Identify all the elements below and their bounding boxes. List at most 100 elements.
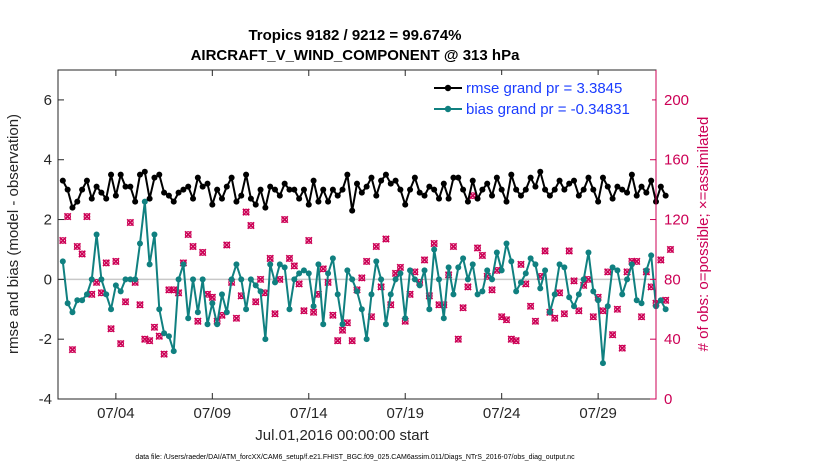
bias-point	[175, 276, 182, 283]
bias-point	[286, 306, 293, 313]
bias-point	[185, 315, 192, 322]
obs-possible-point	[271, 310, 279, 318]
bias-point	[291, 276, 298, 283]
obs-possible-point	[459, 304, 467, 312]
obs-assimilated-point	[613, 305, 622, 314]
rmse-point	[310, 177, 317, 184]
bias-point	[435, 276, 442, 283]
bias-point	[199, 276, 206, 283]
bias-point	[79, 297, 86, 304]
legend-rmse-label: rmse grand pr = 3.3845	[466, 80, 622, 97]
bias-point	[585, 249, 592, 256]
obs-possible-point	[319, 265, 327, 273]
obs-possible-point	[290, 262, 298, 270]
bias-point	[83, 291, 90, 298]
rmse-point	[257, 186, 264, 193]
rmse-point	[537, 168, 544, 175]
rmse-point	[122, 183, 129, 190]
rmse-point	[513, 186, 520, 193]
obs-possible-point	[387, 301, 395, 309]
obs-possible-point	[667, 246, 674, 253]
rmse-point	[551, 186, 558, 193]
rmse-point	[83, 177, 90, 184]
rmse-point	[136, 171, 143, 178]
rmse-point	[199, 183, 206, 190]
obs-assimilated-point	[560, 309, 569, 318]
rmse-point	[238, 192, 245, 199]
rmse-point	[334, 192, 341, 199]
rmse-point	[464, 198, 471, 205]
bias-point	[136, 240, 143, 247]
obs-possible-point	[454, 335, 462, 343]
bias-point	[503, 240, 510, 247]
bias-point	[247, 276, 254, 283]
rmse-point	[416, 189, 423, 196]
bias-point	[88, 276, 95, 283]
obs-assimilated-point	[517, 260, 525, 269]
obs-assimilated-point	[637, 312, 646, 321]
obs-assimilated-point	[488, 286, 496, 294]
rmse-point	[580, 186, 587, 193]
rmse-point	[489, 192, 496, 199]
obs-possible-point	[609, 331, 616, 339]
obs-assimilated-point	[526, 302, 535, 311]
rmse-point	[643, 189, 650, 196]
obs-possible-point	[599, 307, 607, 315]
x-tick-label: 07/14	[290, 405, 328, 422]
obs-possible-point	[397, 264, 404, 271]
rmse-point	[262, 204, 269, 211]
bias-point	[373, 258, 380, 265]
obs-possible-point	[73, 243, 81, 250]
bias-point	[604, 303, 611, 310]
obs-assimilated-point	[83, 212, 91, 221]
rmse-point	[325, 198, 332, 205]
obs-assimilated-point	[661, 296, 670, 305]
obs-assimilated-point	[502, 315, 511, 324]
bias-point	[117, 288, 124, 295]
obs-assimilated-point	[531, 317, 540, 326]
obs-assimilated-point	[570, 277, 578, 285]
obs-possible-point	[189, 243, 197, 250]
rmse-point	[127, 183, 134, 190]
rmse-point	[59, 177, 66, 184]
bias-point	[440, 315, 447, 322]
bias-point	[595, 297, 602, 304]
rmse-point	[445, 195, 452, 202]
rmse-point	[204, 180, 211, 187]
obs-possible-point	[257, 275, 264, 283]
bias-point	[161, 330, 168, 337]
bias-point	[513, 288, 520, 295]
obs-possible-point	[363, 258, 371, 265]
obs-possible-point	[541, 247, 549, 255]
bias-point	[556, 261, 563, 268]
obs-possible-point	[184, 231, 192, 238]
obs-assimilated-point	[59, 236, 67, 245]
bias-point	[551, 291, 558, 298]
obs-assimilated-point	[194, 317, 202, 326]
bias-point	[402, 315, 409, 322]
bias-point	[233, 261, 240, 268]
rmse-point	[291, 186, 298, 193]
obs-possible-point	[107, 325, 115, 333]
rmse-point	[305, 201, 312, 208]
rmse-point	[397, 186, 404, 193]
bias-point	[190, 276, 197, 283]
obs-possible-point	[305, 237, 313, 244]
rmse-point	[64, 186, 71, 193]
obs-possible-point	[160, 350, 168, 358]
bias-point	[455, 264, 462, 271]
rmse-point	[79, 186, 86, 193]
bias-point	[146, 261, 153, 268]
bias-point	[329, 255, 336, 262]
rmse-point	[546, 192, 553, 199]
rmse-point	[339, 186, 346, 193]
bias-point	[460, 255, 467, 262]
obs-assimilated-point	[309, 308, 318, 317]
bias-point	[575, 291, 582, 298]
obs-possible-point	[430, 240, 438, 247]
bias-point	[662, 306, 669, 313]
bias-point	[122, 276, 129, 283]
obs-possible-point	[122, 298, 129, 306]
rmse-point	[426, 183, 433, 190]
rmse-point	[407, 186, 414, 193]
